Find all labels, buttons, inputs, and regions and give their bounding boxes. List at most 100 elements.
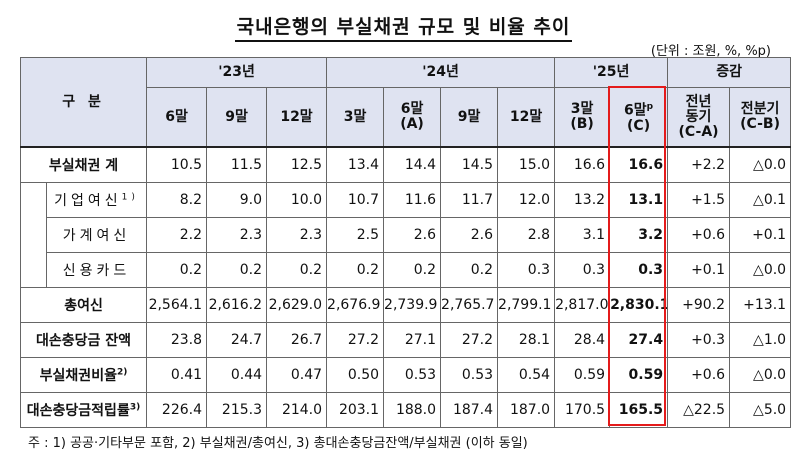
table-cell: 2,830.1 [609,287,669,323]
table-cell: 215.3 [206,392,268,428]
table-cell: 0.2 [146,252,208,288]
table-row: 기업여신1) 8.2 9.0 10.0 10.7 11.6 11.7 12.0 13.2 13.1… [20,182,792,218]
period-header: 9말 [440,87,499,148]
table-cell: 0.3 [609,252,669,288]
table-cell: 28.1 [497,322,556,358]
table-cell: 188.0 [383,392,442,428]
table-row: 부실채권비율2) 0.41 0.44 0.47 0.50 0.53 0.53 0.54 0.59… [19,357,792,393]
table-cell: 0.54 [497,357,556,393]
unit-label: (단위 : 조원, %, %p) [650,44,771,59]
table-cell: 0.2 [266,252,328,288]
table-cell: △1.0 [729,322,792,358]
table-cell: 2,616.2 [206,287,268,323]
table-cell: 2,739.9 [383,287,442,323]
row-label: 대손충당금 잔액 [19,322,148,358]
table-cell: 2,817.0 [554,287,611,323]
table-cell: 226.4 [146,392,208,428]
table-cell: 16.6 [554,146,611,183]
table-cell: 14.5 [440,146,499,183]
table-cell: 2.8 [497,217,556,253]
table-cell: △5.0 [729,392,792,428]
table-cell: +13.1 [729,287,792,323]
table-title: 국내은행의 부실채권 규모 및 비율 추이 [0,12,807,42]
table-cell: 24.7 [206,322,268,358]
table-cell: 14.4 [383,146,442,183]
table-cell: 10.0 [266,182,328,218]
table-cell: 28.4 [554,322,611,358]
npl-table: 구 분 '23년 '24년 '25년 증감 6말 9말 12말 3말 6말 (A) 9말 12… [19,57,792,428]
table-cell: 3.2 [609,217,669,253]
table-cell: 12.5 [266,146,328,183]
table-cell: 0.59 [609,357,669,393]
row-indent [20,217,47,253]
table-cell: 165.5 [609,392,669,428]
table-cell: 13.1 [609,182,669,218]
table-cell: 2,676.9 [326,287,385,323]
table-cell: 187.0 [497,392,556,428]
table-cell: 11.5 [206,146,268,183]
year-header: '25년 [554,57,669,88]
table-cell: 203.1 [326,392,385,428]
table-cell: +0.1 [729,217,792,253]
table-cell: 11.6 [383,182,442,218]
table-row: 대손충당금적립률3) 226.4 215.3 214.0 203.1 188.0 187.4… [19,392,792,428]
table-cell: 0.59 [554,357,611,393]
table-cell: 12.0 [497,182,556,218]
change-header: 증감 [667,57,792,88]
table-cell: 27.4 [609,322,669,358]
change-period-header: 전분기 (C-B) [729,87,792,148]
header-year-row: 구 분 '23년 '24년 '25년 증감 [19,57,792,148]
table-cell: 11.7 [440,182,499,218]
table-cell: 2.6 [383,217,442,253]
table-cell: +0.6 [667,217,731,253]
row-label: 가계여신 [45,217,148,253]
row-indent [20,252,47,288]
table-row: 총여신 2,564.1 2,616.2 2,629.0 2,676.9 2,739.9 2,… [19,287,792,323]
table-cell: +1.5 [667,182,731,218]
table-cell: 3.1 [554,217,611,253]
table-cell: 10.5 [146,146,208,183]
table-cell: 15.0 [497,146,556,183]
table-cell: △0.0 [729,146,792,183]
table-cell: 0.2 [383,252,442,288]
table-cell: 0.50 [326,357,385,393]
table-cell: 0.44 [206,357,268,393]
table-cell: △0.0 [729,357,792,393]
row-label: 부실채권 계 [19,146,148,183]
period-header: 3말 (B) [554,87,611,148]
table-cell: △22.5 [667,392,731,428]
period-header: 6말 [146,87,208,148]
table-cell: 214.0 [266,392,328,428]
table-row: 부실채권 계 10.5 11.5 12.5 13.4 14.4 14.5 15.0 16.6 16… [19,146,792,183]
table-cell: 0.47 [266,357,328,393]
table-row: 신용카드 0.2 0.2 0.2 0.2 0.2 0.2 0.3 0.3 0.3 +0.1 △0.0 [20,252,792,288]
table-cell: 27.2 [326,322,385,358]
table-cell: 0.2 [326,252,385,288]
table-cell: 2.3 [266,217,328,253]
header-period-row: 6말 9말 12말 3말 6말 (A) 9말 12말 3말 (B) 6말p (C) 전년 동기 (C-A) 전… [21,87,792,148]
table-cell: 0.53 [383,357,442,393]
table-cell: 27.1 [383,322,442,358]
table-cell: 10.7 [326,182,385,218]
table-cell: 187.4 [440,392,499,428]
table-cell: 2,799.1 [497,287,556,323]
table-cell: 2,629.0 [266,287,328,323]
table-row: 대손충당금 잔액 23.8 24.7 26.7 27.2 27.1 27.2 28.1 28.4… [19,322,792,358]
table-cell: +0.3 [667,322,731,358]
table-cell: 0.3 [497,252,556,288]
period-header: 6말 (A) [383,87,442,148]
table-cell: 26.7 [266,322,328,358]
table-cell: 27.2 [440,322,499,358]
table-cell: 23.8 [146,322,208,358]
table-cell: △0.0 [729,252,792,288]
table-cell: +0.1 [667,252,731,288]
table-cell: 13.2 [554,182,611,218]
period-header: 6말p (C) [609,87,669,148]
year-header: '23년 [146,57,328,88]
table-cell: △0.1 [729,182,792,218]
table-cell: 8.2 [146,182,208,218]
table-cell: 2.6 [440,217,499,253]
table-cell: 13.4 [326,146,385,183]
table-cell: 0.3 [554,252,611,288]
footnote: 주 : 1) 공공·기타부문 포함, 2) 부실채권/총여신, 3) 총대손충당… [28,436,528,451]
